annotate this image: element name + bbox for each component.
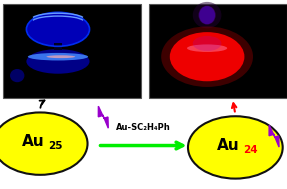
Ellipse shape <box>193 2 222 28</box>
Polygon shape <box>98 106 108 128</box>
Text: Au: Au <box>22 134 44 149</box>
Ellipse shape <box>26 12 90 46</box>
Circle shape <box>0 112 88 175</box>
Circle shape <box>161 26 253 87</box>
Ellipse shape <box>46 55 75 58</box>
Circle shape <box>188 116 283 179</box>
Ellipse shape <box>187 44 227 52</box>
Bar <box>149 4 287 98</box>
Ellipse shape <box>199 6 216 25</box>
Text: Au: Au <box>217 138 239 153</box>
Bar <box>3 4 141 98</box>
Ellipse shape <box>199 6 215 24</box>
Text: 24: 24 <box>243 145 257 155</box>
Ellipse shape <box>26 49 90 74</box>
Ellipse shape <box>28 53 88 60</box>
Bar <box>54 43 62 50</box>
Ellipse shape <box>10 69 24 82</box>
Circle shape <box>170 32 245 81</box>
Text: 25: 25 <box>48 141 62 151</box>
Text: Au-SC₂H₄Ph: Au-SC₂H₄Ph <box>116 123 171 132</box>
Ellipse shape <box>193 36 222 51</box>
Polygon shape <box>269 125 279 147</box>
